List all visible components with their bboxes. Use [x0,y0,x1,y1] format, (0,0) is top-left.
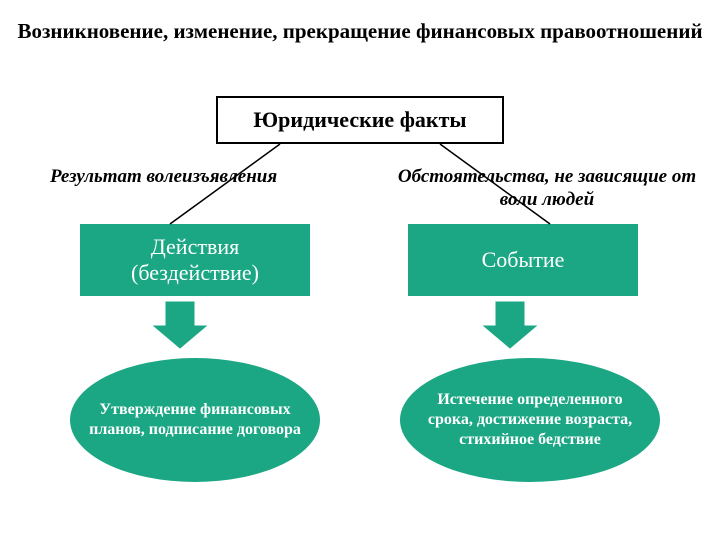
right-node: Событие [408,224,638,296]
right-leaf-label: Истечение определенного срока, достижени… [418,390,642,450]
left-node: Действия (бездействие) [80,224,310,296]
diagram-title: Возникновение, изменение, прекращение фи… [0,18,720,44]
left-branch-sublabel: Результат волеизъявления [50,166,277,189]
left-node-label: Действия (бездействие) [90,234,300,287]
left-leaf: Утверждение финансовых планов, подписани… [70,358,320,482]
left-leaf-label: Утверждение финансовых планов, подписани… [88,400,302,440]
root-node-label: Юридические факты [253,107,466,133]
root-node: Юридические факты [216,96,504,144]
right-node-label: Событие [482,247,565,273]
right-branch-sublabel: Обстоятельства, не зависящие от воли люд… [392,166,702,212]
right-leaf: Истечение определенного срока, достижени… [400,358,660,482]
